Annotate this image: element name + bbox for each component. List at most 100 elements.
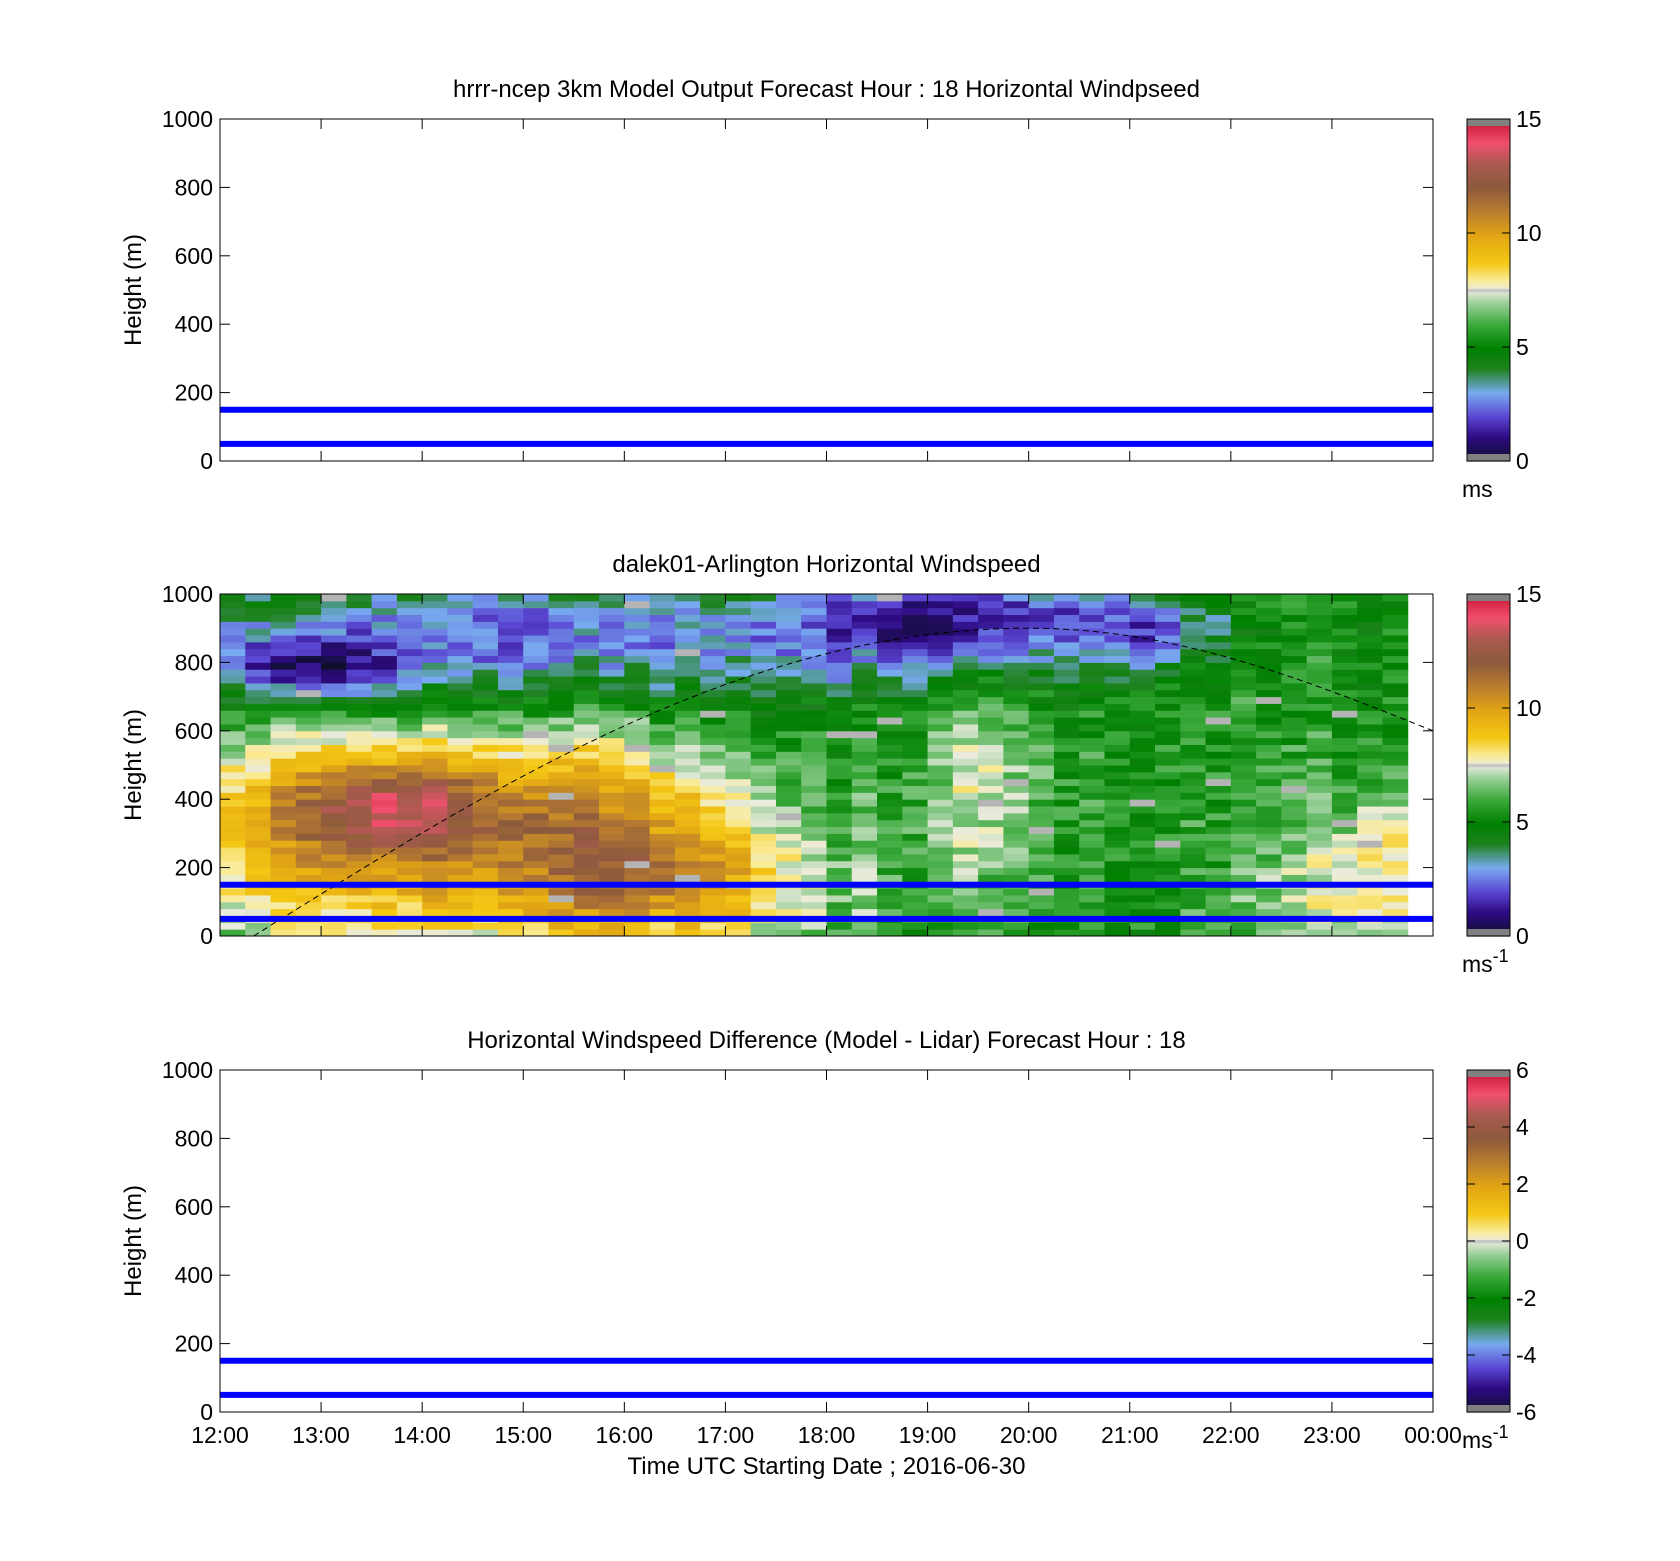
heatmap-cell <box>270 778 297 787</box>
heatmap-cell <box>1104 628 1131 636</box>
heatmap-cell <box>472 641 499 650</box>
heatmap-cell <box>1256 600 1282 609</box>
colorbar-segment <box>1467 797 1510 800</box>
colorbar-segment <box>1467 392 1510 395</box>
heatmap-cell <box>1180 922 1207 930</box>
heatmap-cell <box>270 621 297 629</box>
colorbar-segment <box>1467 348 1510 351</box>
heatmap-cell <box>624 922 651 930</box>
heatmap-cell <box>497 751 524 759</box>
heatmap-cell <box>1129 737 1156 745</box>
colorbar-segment <box>1467 1184 1510 1187</box>
heatmap-cell <box>1382 607 1409 616</box>
heatmap-cell <box>396 894 423 903</box>
colorbar-segment <box>1467 862 1510 865</box>
colorbar-segment <box>1467 607 1510 610</box>
heatmap-cell <box>902 929 929 937</box>
colorbar-segment <box>1467 694 1510 698</box>
heatmap-cell <box>952 799 979 807</box>
heatmap-cell <box>523 840 550 848</box>
heatmap-cell <box>952 717 979 725</box>
heatmap-cell <box>548 799 575 807</box>
colorbar-segment <box>1467 228 1510 231</box>
heatmap-cell <box>295 689 322 698</box>
colorbar-segment <box>1467 385 1510 389</box>
colorbar-segment <box>1467 1229 1510 1232</box>
colorbar-segment <box>1467 1239 1510 1242</box>
heatmap-cell <box>220 901 246 910</box>
heatmap-cell <box>952 819 979 828</box>
colorbar-segment <box>1467 409 1510 413</box>
heatmap-cell <box>447 710 474 718</box>
heatmap-cell <box>775 655 802 663</box>
heatmap-cell <box>725 812 752 821</box>
heatmap-cell <box>801 628 827 636</box>
heatmap-cell <box>978 785 1004 793</box>
heatmap-cell <box>851 655 878 663</box>
heatmap-cell <box>1028 607 1055 616</box>
heatmap-cell <box>1155 628 1181 636</box>
heatmap-cell <box>523 648 550 657</box>
heatmap-cell <box>1104 819 1131 828</box>
heatmap-cell <box>1357 840 1383 848</box>
heatmap-cell <box>523 819 550 828</box>
heatmap-cell <box>725 621 752 629</box>
chart-title: hrrr-ncep 3km Model Output Forecast Hour… <box>453 76 1200 103</box>
heatmap-cell <box>1357 894 1383 903</box>
colorbar-tick-label: -6 <box>1516 1399 1536 1425</box>
heatmap-cell <box>952 785 979 793</box>
heatmap-cell <box>371 703 398 711</box>
colorbar-segment <box>1467 1312 1510 1316</box>
heatmap-cell <box>1155 806 1181 814</box>
heatmap-cell <box>674 799 701 807</box>
heatmap-cell <box>1281 744 1308 752</box>
heatmap-cell <box>548 689 575 698</box>
colorbar-segment <box>1467 1152 1510 1155</box>
heatmap-cell <box>952 901 979 910</box>
heatmap-cell <box>220 840 246 848</box>
heatmap-cell <box>1230 901 1257 910</box>
heatmap-cell <box>1306 676 1333 684</box>
heatmap-cell <box>447 806 474 814</box>
heatmap-cell <box>877 819 903 828</box>
heatmap-cell <box>1028 853 1055 862</box>
y-tick-label: 200 <box>175 380 213 406</box>
colorbar-segment <box>1467 298 1510 301</box>
heatmap-cell <box>826 894 853 903</box>
heatmap-cell <box>1281 689 1308 698</box>
heatmap-cell <box>877 833 903 841</box>
heatmap-cell <box>220 833 246 841</box>
colorbar-segment <box>1467 1360 1510 1364</box>
heatmap-cell <box>700 594 726 602</box>
heatmap-cell <box>1205 812 1232 821</box>
colorbar-segment <box>1467 734 1510 737</box>
colorbar-segment <box>1467 173 1510 177</box>
colorbar-segment <box>1467 1263 1510 1266</box>
colorbar-cap-top <box>1467 119 1510 126</box>
heatmap-cell <box>1230 696 1257 704</box>
heatmap-cell <box>573 792 600 800</box>
colorbar-segment <box>1467 1393 1510 1396</box>
heatmap-cell <box>1028 669 1055 677</box>
heatmap-cell <box>1053 847 1080 855</box>
colorbar-segment <box>1467 1076 1510 1080</box>
colorbar-segment <box>1467 1189 1510 1193</box>
colorbar-segment <box>1467 633 1510 636</box>
heatmap-cell <box>649 778 676 787</box>
heatmap-cell <box>624 641 651 650</box>
heatmap-cell <box>801 778 827 787</box>
heatmap-cell <box>447 799 474 807</box>
heatmap-cell <box>1155 860 1181 869</box>
heatmap-cell <box>1357 607 1383 616</box>
heatmap-cell <box>1357 799 1383 807</box>
colorbar-segment <box>1467 262 1510 265</box>
heatmap-cell <box>548 894 575 903</box>
heatmap-cell <box>1180 867 1207 875</box>
heatmap-cell <box>725 662 752 670</box>
heatmap-cell <box>826 696 853 704</box>
heatmap-cell <box>1104 812 1131 821</box>
heatmap-cell <box>1331 778 1358 787</box>
heatmap-cell <box>1256 669 1282 677</box>
heatmap-cell <box>1079 682 1105 691</box>
heatmap-cell <box>1230 676 1257 684</box>
